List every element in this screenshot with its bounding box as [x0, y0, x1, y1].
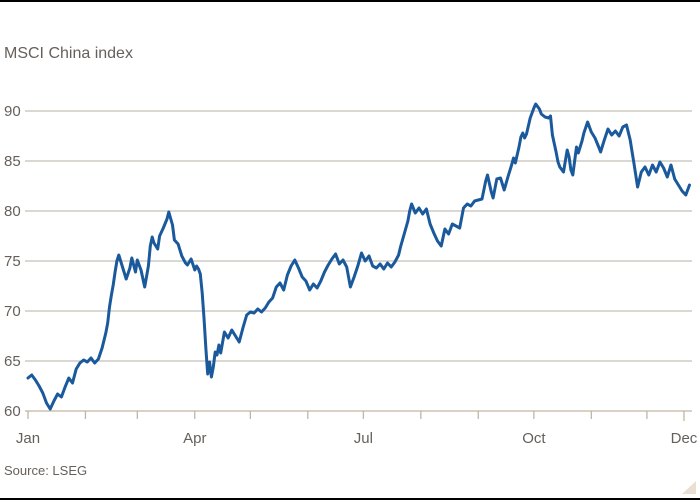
- y-axis-label: 65: [4, 353, 21, 370]
- y-axis-label: 75: [4, 253, 21, 270]
- x-axis-label: Oct: [522, 430, 546, 447]
- y-axis-label: 80: [4, 203, 21, 220]
- x-axis-label: Apr: [183, 430, 206, 447]
- y-axis-label: 60: [4, 403, 21, 420]
- y-axis-labels: 90 85 80 75 70 65 60: [4, 103, 21, 420]
- x-axis: [27, 411, 685, 421]
- chart-title: MSCI China index: [4, 45, 133, 62]
- top-rule: [0, 0, 700, 2]
- y-axis-label: 85: [4, 153, 21, 170]
- source-label: Source: LSEG: [4, 463, 88, 478]
- x-axis-label: Jul: [354, 430, 373, 447]
- x-axis-label: Dec: [671, 430, 698, 447]
- ft-watermark-triangle-icon: [682, 481, 696, 494]
- msci-china-series-line: [26, 102, 691, 411]
- bottom-rule: [0, 498, 700, 500]
- y-axis-label: 70: [4, 303, 21, 320]
- x-axis-labels: Jan Apr Jul Oct Dec: [16, 430, 698, 447]
- x-axis-label: Jan: [16, 430, 40, 447]
- y-axis-label: 90: [4, 103, 21, 120]
